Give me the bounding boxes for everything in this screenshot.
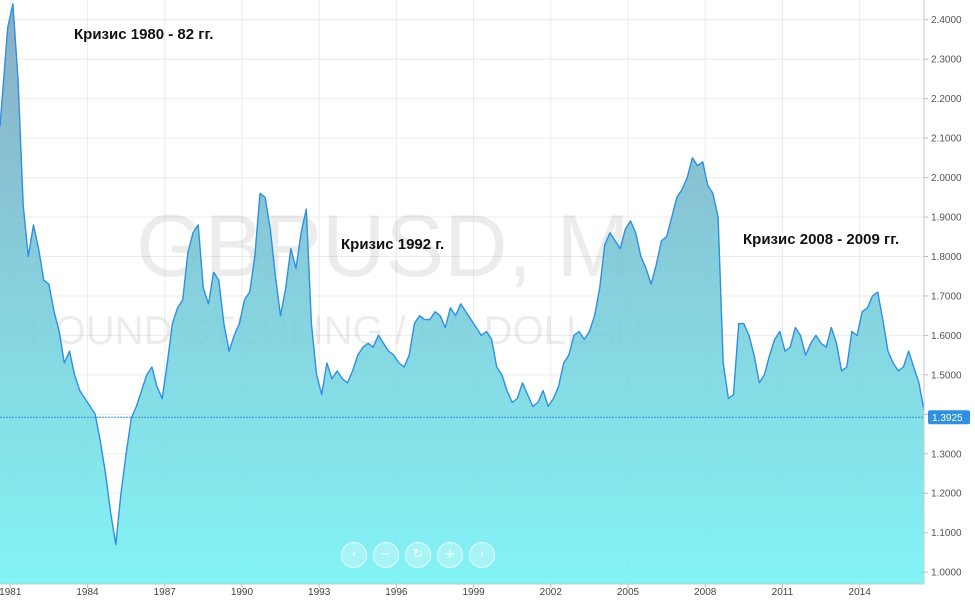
x-tick-label: 2008 (694, 587, 717, 598)
price-line (0, 3, 925, 546)
y-tick-label: 2.2000 (931, 94, 962, 105)
scroll-left-icon[interactable]: ‹ (341, 542, 367, 568)
x-tick-label: 1990 (231, 587, 254, 598)
x-tick-label: 1981 (0, 587, 22, 598)
annotation-crisis-1980: Кризис 1980 - 82 гг. (74, 26, 214, 43)
x-tick-label: 1996 (385, 587, 408, 598)
y-tick-label: 1.2000 (931, 489, 962, 500)
current-price-badge (928, 410, 970, 425)
annotation-crisis-1992: Кризис 1992 г. (341, 236, 445, 253)
y-tick-label: 2.1000 (931, 134, 962, 145)
price-area-fill (0, 3, 924, 584)
y-tick-label: 2.4000 (931, 15, 962, 26)
current-price-label: 1.3925 (932, 413, 963, 424)
x-tick-label: 2005 (617, 587, 640, 598)
x-tick-label: 2002 (540, 587, 563, 598)
x-tick-label: 1987 (154, 587, 177, 598)
zoom-out-icon[interactable]: − (373, 542, 399, 568)
watermark-name: POUND STERLING / US DOLLAR (28, 309, 644, 353)
y-tick-label: 1.1000 (931, 528, 962, 539)
y-tick-label: 1.6000 (931, 331, 962, 342)
reset-zoom-icon[interactable]: ↻ (405, 542, 431, 568)
x-tick-label: 1984 (76, 587, 99, 598)
y-tick-label: 1.7000 (931, 291, 962, 302)
x-tick-label: 1993 (308, 587, 331, 598)
y-tick-label: 1.3000 (931, 449, 962, 460)
x-tick-label: 1999 (462, 587, 485, 598)
current-price-tag: 1.3925 (928, 410, 970, 425)
y-tick-label: 1.0000 (931, 568, 962, 579)
annotation-crisis-2008: Кризис 2008 - 2009 гг. (743, 231, 900, 248)
x-tick-label: 2011 (772, 587, 794, 598)
y-tick-label: 2.3000 (931, 55, 962, 66)
scroll-right-icon[interactable]: › (469, 542, 495, 568)
chart-navigation: ‹ − ↻ + › (341, 542, 495, 568)
y-axis: 1.00001.10001.20001.30001.40001.50001.60… (924, 15, 962, 579)
x-axis: 1981 1984 1987 1990 1993 1996 1999 2002 2005 2008… (0, 584, 871, 598)
zoom-in-icon[interactable]: + (437, 542, 463, 568)
y-tick-label: 1.5000 (931, 370, 962, 381)
x-tick-label: 2014 (849, 587, 872, 598)
y-tick-label: 1.8000 (931, 252, 962, 263)
y-tick-label: 1.9000 (931, 213, 962, 224)
y-tick-label: 2.0000 (931, 173, 962, 184)
